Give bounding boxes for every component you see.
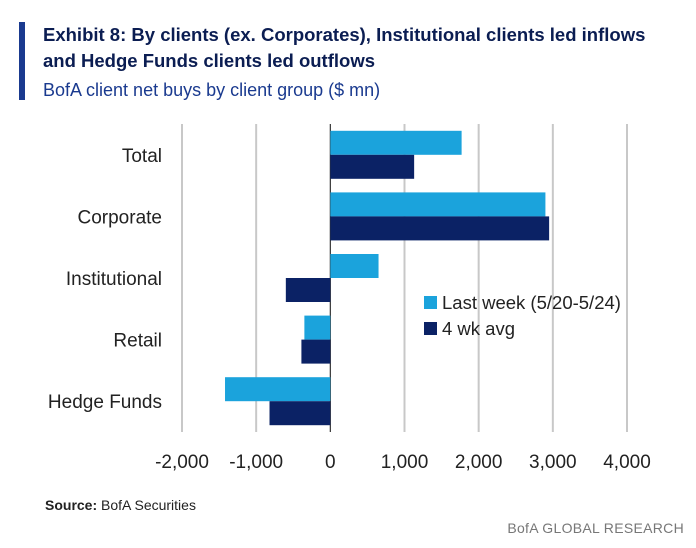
- x-tick-label: 0: [325, 452, 336, 473]
- legend-label: Last week (5/20-5/24): [442, 292, 621, 313]
- x-tick-label: 4,000: [603, 452, 651, 473]
- x-tick-label: 1,000: [381, 452, 429, 473]
- bar-four-wk-avg-retail: [301, 339, 331, 364]
- bar-last-week-hedge-funds: [225, 377, 331, 402]
- bar-chart: Total Corporate Institutional Retail Hedge F…: [48, 124, 651, 473]
- brand-footer: BofA GLOBAL RESEARCH: [507, 520, 684, 536]
- bar-last-week-total: [330, 130, 462, 155]
- legend-swatch: [424, 322, 437, 335]
- bar-four-wk-avg-hedge-funds: [269, 401, 331, 426]
- bar-last-week-corporate: [330, 192, 546, 217]
- category-label: Institutional: [66, 269, 162, 290]
- bar-four-wk-avg-total: [330, 154, 415, 179]
- category-label: Corporate: [78, 207, 163, 228]
- legend-swatch: [424, 296, 437, 309]
- legend-label: 4 wk avg: [442, 318, 515, 339]
- title-accent-bar: [19, 22, 25, 100]
- x-tick-label: 2,000: [455, 452, 503, 473]
- x-tick-label: -1,000: [229, 452, 283, 473]
- x-tick-label: -2,000: [155, 452, 209, 473]
- source-note: Source: BofA Securities: [45, 497, 196, 513]
- x-tick-label: 3,000: [529, 452, 577, 473]
- chart-title: Exhibit 8: By clients (ex. Corporates), …: [43, 24, 646, 71]
- bar-last-week-institutional: [330, 254, 379, 278]
- category-label: Total: [122, 146, 162, 167]
- source-text: BofA Securities: [101, 497, 196, 513]
- bar-four-wk-avg-institutional: [285, 278, 331, 302]
- chart-subtitle: BofA client net buys by client group ($ …: [43, 80, 381, 100]
- category-label: Retail: [113, 331, 162, 352]
- category-label: Hedge Funds: [48, 392, 162, 413]
- bar-four-wk-avg-corporate: [330, 216, 550, 241]
- source-label: Source:: [45, 497, 98, 513]
- bar-last-week-retail: [304, 315, 331, 340]
